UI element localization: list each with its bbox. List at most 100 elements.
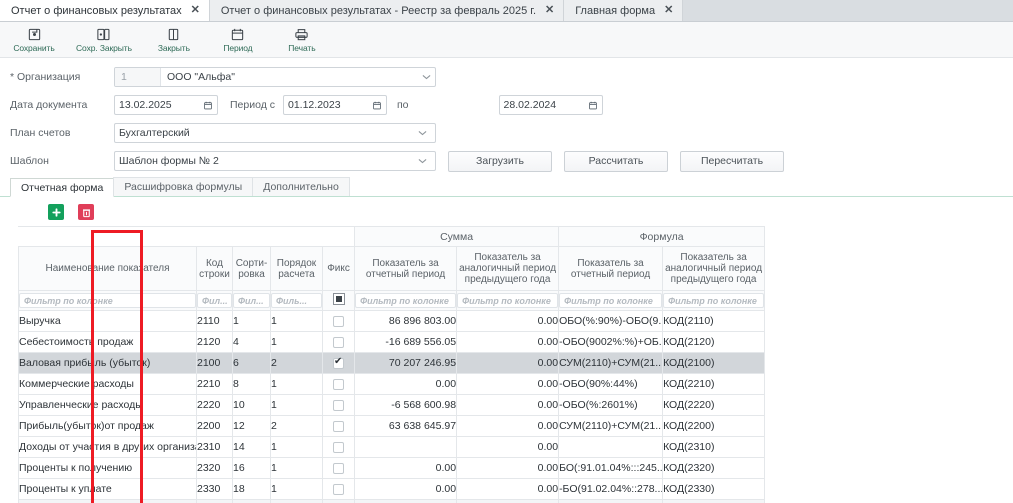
cell-fix[interactable] [321,499,356,503]
col-header-formula-current[interactable]: Показатель за отчетный период [558,246,664,291]
cell-formula-previous[interactable]: КОД(2330) [662,478,766,500]
cell-formula-current[interactable]: ОБО(%:90%)-ОБО(9... [558,310,664,332]
cell-indicator-name[interactable]: Прибыль(убыток)от продаж [18,415,197,437]
col-header-sum-current[interactable]: Показатель за отчетный период [354,246,458,291]
cell-fix[interactable] [321,457,356,479]
filter-input-formula-current[interactable]: Фильтр по колонке [559,293,663,308]
cell-sum-current[interactable] [354,436,458,458]
cell-sorting[interactable]: 20 [232,499,271,503]
cell-sum-previous[interactable]: 0.00 [456,478,560,500]
cell-formula-current[interactable]: -ОБО(9002%:%)+ОБ... [558,331,664,353]
cell-sum-previous[interactable]: 0.00 [456,331,560,353]
chart-of-accounts-select[interactable]: Бухгалтерский [114,123,436,143]
table-row[interactable]: Коммерческие расходы 2210 8 1 0.00 0.00 -ОБО(9… [18,373,766,395]
cell-indicator-name[interactable]: Валовая прибыль (убыток) [18,352,197,374]
cell-formula-previous[interactable]: КОД(2120) [662,331,766,353]
cell-indicator-name[interactable]: Выручка [18,310,197,332]
table-row[interactable]: Доходы от участия в других организаци...… [18,436,766,458]
fix-checkbox[interactable] [333,483,345,495]
cell-fix[interactable] [321,394,356,416]
tab-additional[interactable]: Дополнительно [252,177,350,196]
cell-row-code[interactable]: 2210 [196,373,233,395]
col-header-fix[interactable]: Фикс [321,246,356,291]
cell-formula-previous[interactable]: КОД(2200) [662,415,766,437]
cell-sum-previous[interactable]: 0.00 [456,310,560,332]
cell-fix[interactable] [321,415,356,437]
cell-calc-order[interactable]: 1 [270,436,323,458]
col-header-indicator-name[interactable]: Наименование показателя [18,246,197,291]
fix-checkbox[interactable] [333,441,345,453]
fix-checkbox[interactable] [333,462,345,474]
cell-row-code[interactable]: 2110 [196,310,233,332]
cell-sum-current[interactable]: 0.00 [354,457,458,479]
cell-sum-current[interactable]: 70 207 246.95 [354,352,458,374]
window-tab-0[interactable]: Отчет о финансовых результатах ✕ [0,0,210,21]
template-select[interactable]: Шаблон формы № 2 [114,151,436,171]
col-header-row-code[interactable]: Код строки [196,246,233,291]
organization-field[interactable]: 1 ООО "Альфа" [114,67,436,87]
cell-formula-previous[interactable]: КОД(2320) [662,457,766,479]
cell-sum-previous[interactable]: 0.00 [456,436,560,458]
cell-indicator-name[interactable]: Проценты к получению [18,457,197,479]
cell-row-code[interactable]: 2100 [196,352,233,374]
cell-formula-current[interactable]: БО(:91.01.04%:::245... [558,457,664,479]
filter-input-sorting[interactable]: Фил... [233,293,270,308]
cell-calc-order[interactable]: 1 [270,394,323,416]
print-button[interactable]: Печать [280,27,324,53]
cell-sum-previous[interactable]: 0.00 [456,352,560,374]
cell-calc-order[interactable]: 2 [270,352,323,374]
table-row[interactable]: Проценты к уплате 2330 18 1 0.00 0.00 -БО(91.0… [18,478,766,500]
cell-formula-current[interactable] [558,436,664,458]
cell-calc-order[interactable]: 1 [270,373,323,395]
cell-sorting[interactable]: 16 [232,457,271,479]
cell-sorting[interactable]: 4 [232,331,271,353]
filter-input-row-code[interactable]: Фил... [197,293,232,308]
recalculate-button[interactable]: Пересчитать [680,150,784,172]
chevron-down-icon[interactable] [413,158,431,164]
filter-input-indicator-name[interactable]: Фильтр по колонке [19,293,196,308]
save-and-close-button[interactable]: Сохр. Закрыть [76,27,132,53]
cell-formula-current[interactable]: СУМ(2110)+СУМ(21... [558,352,664,374]
calculate-button[interactable]: Рассчитать [564,150,668,172]
close-button[interactable]: Закрыть [152,27,196,53]
calendar-icon[interactable] [588,100,598,111]
fix-checkbox[interactable] [333,356,345,369]
fix-checkbox[interactable] [333,378,345,390]
cell-indicator-name[interactable]: Доходы от участия в других организаци... [18,436,197,458]
col-header-formula-previous[interactable]: Показатель за аналогичный период предыду… [662,246,766,291]
cell-indicator-name[interactable]: Себестоимость продаж [18,331,197,353]
cell-sorting[interactable]: 18 [232,478,271,500]
cell-sum-previous[interactable]: 0.00 [456,373,560,395]
fix-checkbox[interactable] [333,420,345,432]
filter-input-sum-previous[interactable]: Фильтр по колонке [457,293,559,308]
window-tab-1[interactable]: Отчет о финансовых результатах - Реестр … [209,0,565,21]
cell-calc-order[interactable]: 1 [270,457,323,479]
cell-fix[interactable] [321,310,356,332]
cell-row-code[interactable]: 2310 [196,436,233,458]
cell-sum-current[interactable]: 63 638 645.97 [354,415,458,437]
cell-row-code[interactable]: 2320 [196,457,233,479]
cell-sum-current[interactable]: 86 896 803.00 [354,310,458,332]
window-tab-2[interactable]: Главная форма ✕ [564,0,684,21]
cell-sum-current[interactable]: -16 689 556.05 [354,331,458,353]
cell-calc-order[interactable]: 1 [270,310,323,332]
cell-fix[interactable] [321,436,356,458]
chevron-down-icon[interactable] [417,68,435,86]
table-row[interactable]: Управленческие расходы 2220 10 1 -6 568 600.… [18,394,766,416]
cell-formula-previous[interactable]: КОД(2100) [662,352,766,374]
period-to-input[interactable]: 28.02.2024 [498,95,603,115]
cell-sum-previous[interactable]: 0.00 [456,457,560,479]
cell-sorting[interactable]: 12 [232,415,271,437]
cell-formula-current[interactable]: СУМ(2110)+СУМ(21... [558,415,664,437]
cell-formula-current[interactable]: -ОБО(%:2601%) [558,394,664,416]
cell-formula-previous[interactable]: КОД(2210) [662,373,766,395]
col-header-calc-order[interactable]: Порядок расчета [270,246,323,291]
add-row-button[interactable] [48,204,64,220]
filter-input-sum-current[interactable]: Фильтр по колонке [355,293,457,308]
save-button[interactable]: Сохранить [12,27,56,53]
table-row[interactable]: Проценты к получению 2320 16 1 0.00 0.00 БО(:9… [18,457,766,479]
table-row[interactable]: Прочие доходы2340201 1 742 776.980.00ОБО(… [18,499,766,503]
cell-formula-previous[interactable]: КОД(2340) [662,499,766,503]
load-button[interactable]: Загрузить [448,150,552,172]
